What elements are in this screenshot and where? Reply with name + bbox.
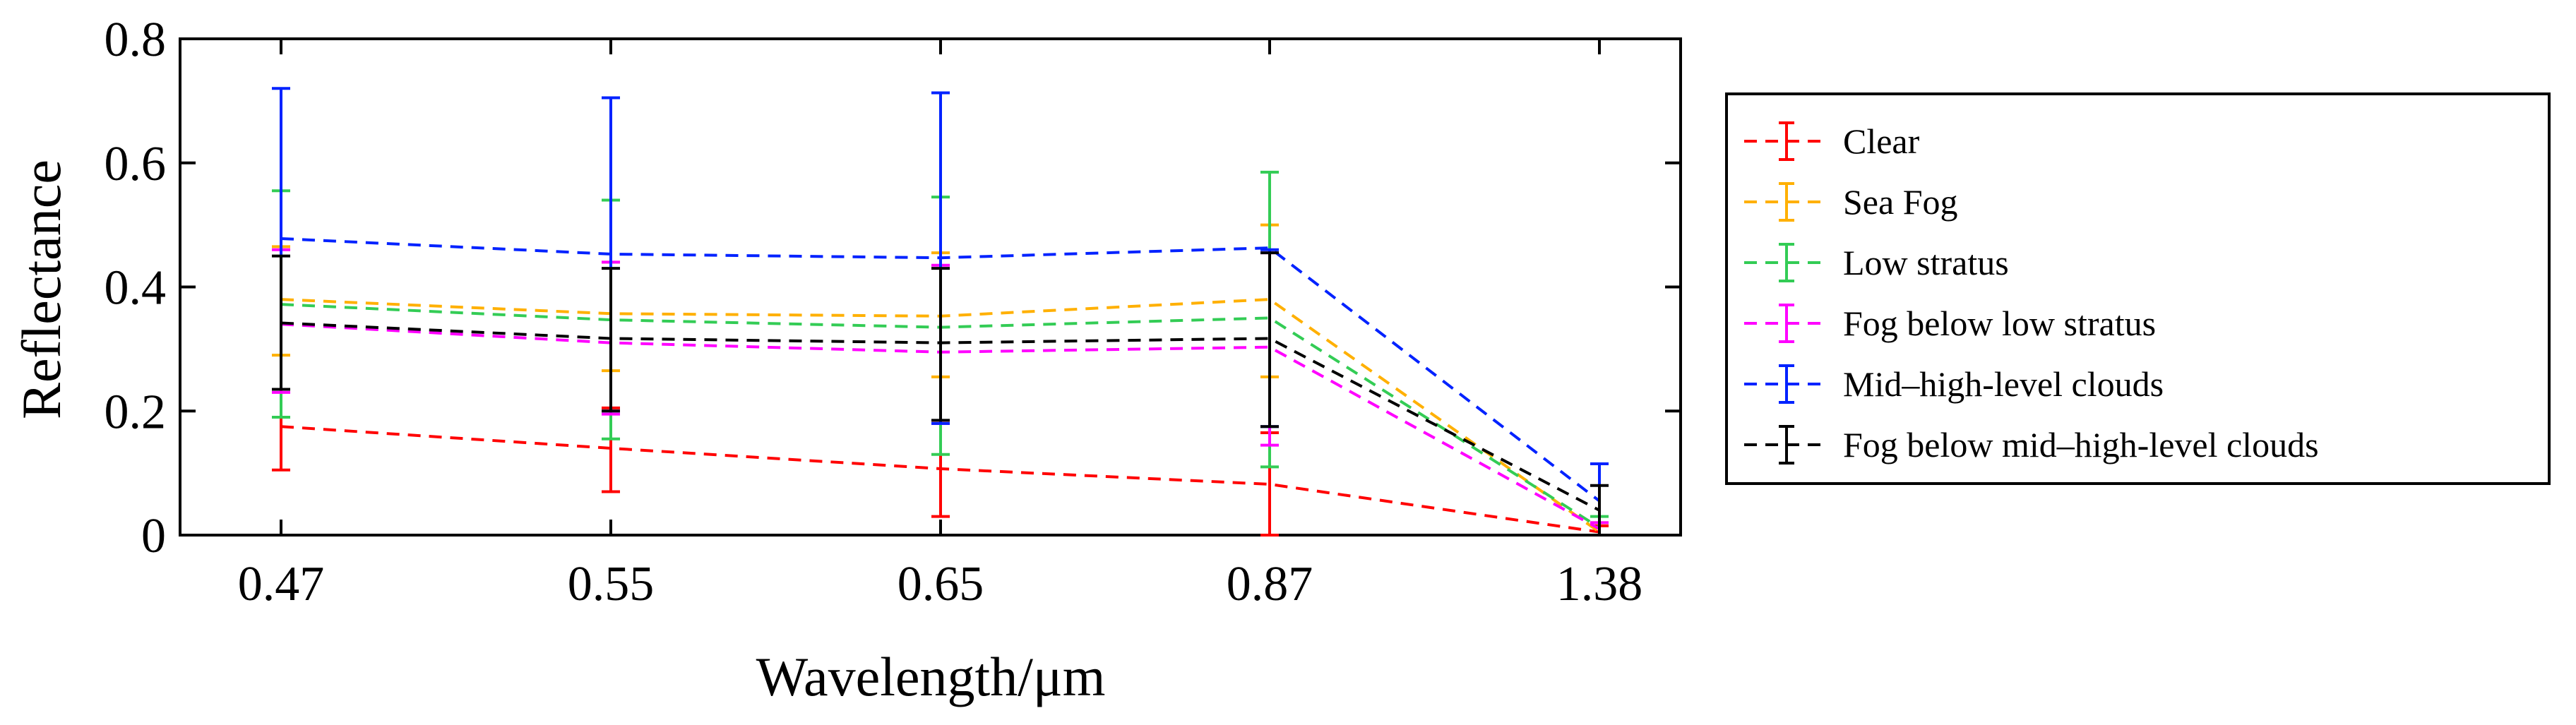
x-axis-title: Wavelength/μm [756,646,1106,707]
legend-entry: Low stratus [1744,243,2009,282]
legend-label: Fog below mid–high-level clouds [1843,425,2319,465]
legend: Clear Sea Fog Low stratus Fog below low str… [1744,121,2319,465]
x-tick-label: 1.38 [1556,557,1643,611]
y-tick-label: 0.2 [105,385,167,439]
x-tick-label: 0.55 [568,557,655,611]
legend-box [1725,92,2551,485]
y-axis: 0 0.2 0.4 0.6 0.8 [105,13,1681,563]
legend-entry: Fog below mid–high-level clouds [1744,425,2319,465]
x-tick-label: 0.87 [1227,557,1313,611]
legend-label: Low stratus [1843,243,2009,282]
y-tick-label: 0.6 [105,137,167,191]
y-tick-label: 0.8 [105,13,167,67]
x-axis: 0.47 0.55 0.65 0.87 1.38 [238,39,1643,611]
legend-entry: Sea Fog [1744,182,1958,222]
x-tick-label: 0.65 [898,557,984,611]
legend-label: Clear [1843,121,1920,161]
y-tick-label: 0.4 [105,261,167,316]
legend-entry: Mid–high-level clouds [1744,364,2164,404]
legend-label: Fog below low stratus [1843,304,2156,343]
legend-entry: Clear [1744,121,1920,161]
x-tick-label: 0.47 [238,557,325,611]
legend-label: Sea Fog [1843,182,1958,222]
legend-label: Mid–high-level clouds [1843,364,2164,404]
y-tick-label: 0 [141,509,166,563]
y-axis-title: Reflectance [11,160,72,419]
series-layer [272,87,1609,537]
legend-entry: Fog below low stratus [1744,304,2156,343]
series-5 [272,251,1609,537]
